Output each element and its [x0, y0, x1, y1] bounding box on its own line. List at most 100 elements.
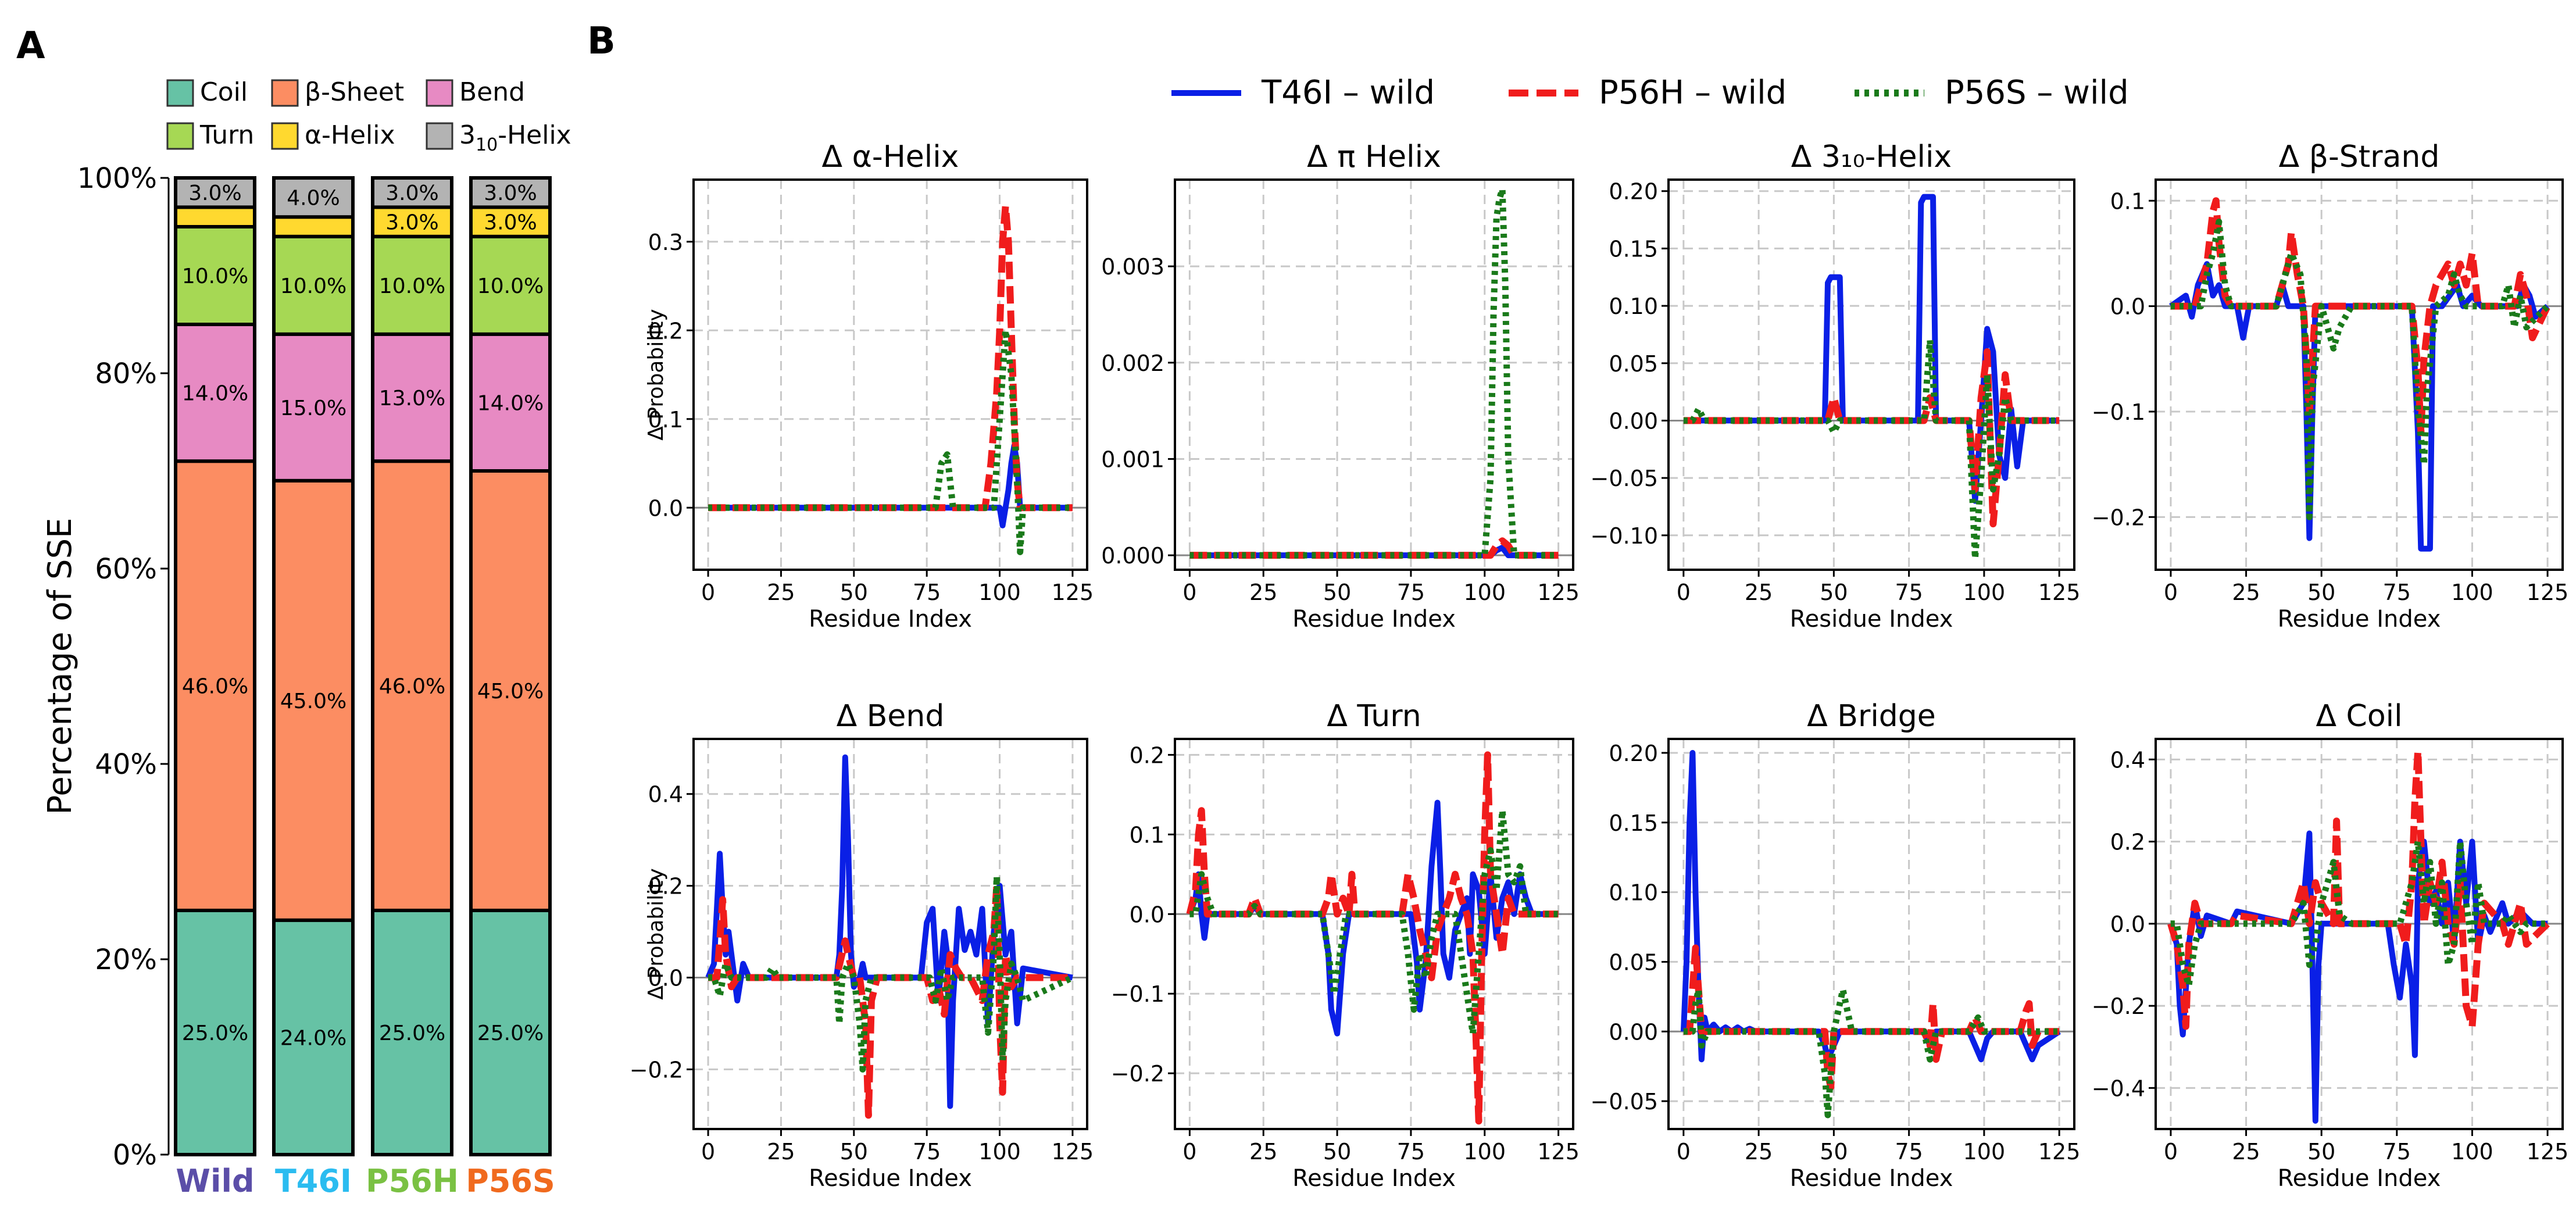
- line-plot-5: 0 25 50 75 100 125 −0.2 0.0 0.2 0.4 Δ Bend Residue …: [630, 699, 1094, 1192]
- series-group: [1683, 194, 2060, 562]
- y-tick-label: −0.10: [1591, 523, 1658, 549]
- bar-data-label: 14.0%: [182, 382, 248, 406]
- x-tick-label: 25: [1249, 1139, 1277, 1164]
- bar-data-label: 10.0%: [379, 274, 445, 298]
- bar-data-label: 13.0%: [379, 387, 445, 410]
- series-line-3: [2170, 838, 2548, 989]
- bar-segment-coil: [174, 909, 256, 1156]
- bar-data-label: 45.0%: [280, 690, 346, 713]
- plot-frame: [2155, 738, 2564, 1130]
- x-tick-label: 125: [2038, 1139, 2081, 1164]
- legend-label-p56s: P56S – wild: [1945, 74, 2129, 112]
- bar-segment-sheet: [371, 459, 453, 912]
- y-tick-label: 0.2: [648, 874, 683, 899]
- x-axis-label: Residue Index: [2278, 1165, 2441, 1192]
- bar-segment-helix310: [371, 176, 453, 209]
- bar-segment-sheet: [174, 459, 256, 912]
- plot-title: Δ Bend: [837, 699, 945, 734]
- y-tick-label: 0.20: [1609, 741, 1658, 766]
- x-tick-label: 125: [2038, 580, 2081, 605]
- bar-data-label: 3.0%: [385, 211, 438, 235]
- y-tick-label: 0.15: [1609, 810, 1658, 836]
- y-tick-label: −0.4: [2092, 1076, 2145, 1101]
- x-category-label: P56S: [466, 1163, 555, 1199]
- x-tick-label: 100: [1464, 1139, 1506, 1164]
- line-plot-2: 0 25 50 75 100 125 0.000 0.001 0.002 0.003 Δ π Hel…: [1101, 140, 1580, 633]
- y-axis-label: Percentage of SSE: [41, 517, 79, 815]
- y-tick-label: 0.3: [648, 230, 683, 255]
- x-tick-label: 25: [767, 1139, 795, 1164]
- bar-data-label: 3.0%: [385, 181, 438, 205]
- y-axis-label: Δ Probability: [644, 309, 668, 440]
- bar-data-label: 3.0%: [484, 181, 537, 205]
- x-tick-label: 100: [2451, 580, 2493, 605]
- x-tick-label: 0: [1182, 580, 1196, 605]
- bar-segment-bend: [174, 323, 256, 463]
- bar-data-label: 46.0%: [379, 675, 445, 699]
- plot-frame: [1174, 178, 1574, 571]
- y-tick-label: 0.4: [2110, 747, 2145, 773]
- legend-swatch-turn: [166, 122, 194, 150]
- y-tick-label: −0.2: [1111, 1061, 1164, 1087]
- x-tick-label: 0: [2164, 580, 2178, 605]
- y-tick-label: −0.05: [1591, 1089, 1658, 1114]
- bar-segment-coil: [371, 909, 453, 1156]
- y-axis-label: Δ Probability: [644, 868, 668, 999]
- y-tick-label: 0.10: [1609, 294, 1658, 319]
- plot-title: Δ β-Strand: [2279, 140, 2440, 174]
- x-category-label: T46I: [275, 1163, 352, 1199]
- x-tick-label: 50: [2307, 1139, 2335, 1164]
- series-line-2: [708, 882, 1073, 1119]
- bar-segment-helix310: [469, 176, 552, 209]
- bar-segment-sheet: [469, 469, 552, 912]
- x-tick-label: 0: [1182, 1139, 1196, 1164]
- x-tick-label: 75: [913, 1139, 941, 1164]
- series-group: [1189, 186, 1559, 559]
- y-tick-label: −0.2: [630, 1057, 683, 1083]
- stacked-bar-chart: 0% 20% 40% 60% 80% 100% Percentage of SSE 25.0%…: [41, 162, 555, 1199]
- line-plot-4: 0 25 50 75 100 125 −0.2 −0.1 0.0 0.1 Δ β-Strand Res…: [2092, 140, 2569, 633]
- x-tick-label: 0: [701, 580, 715, 605]
- legend-label-coil: Coil: [200, 77, 248, 107]
- legend-label-sheet: β-Sheet: [305, 77, 404, 107]
- y-tick-label: 0.00: [1609, 408, 1658, 434]
- legend-label-310helix-base: 3: [459, 120, 476, 150]
- bar-data-label: 3.0%: [188, 181, 241, 205]
- x-tick-label: 100: [978, 580, 1021, 605]
- bar-data-label: 15.0%: [280, 396, 346, 420]
- bar-data-label: 25.0%: [182, 1021, 248, 1045]
- x-axis-label: Residue Index: [2278, 606, 2441, 633]
- y-tick-label: 0.0: [2110, 294, 2145, 320]
- x-tick-label: 125: [2527, 1139, 2569, 1164]
- y-tick-label: 40%: [95, 748, 157, 781]
- y-tick-label: −0.1: [2092, 399, 2145, 425]
- y-tick-label: 0.000: [1101, 543, 1164, 569]
- y-tick-label: 60%: [95, 553, 157, 585]
- x-tick-label: 125: [1537, 580, 1580, 605]
- series-line-2: [2167, 748, 2550, 1030]
- y-tick-label: 0.2: [648, 318, 683, 344]
- panel-label-b: B: [587, 20, 616, 63]
- y-tick-label: 0.4: [648, 782, 683, 808]
- x-tick-label: 75: [913, 580, 941, 605]
- series-line-3: [708, 873, 1074, 1073]
- series-line-3: [1683, 337, 2060, 562]
- line-plot-1: 0 25 50 75 100 125 0.0 0.1 0.2 0.3 Δ α-Helix Residu…: [644, 140, 1094, 633]
- y-tick-label: 0.0: [1130, 902, 1164, 927]
- plot-title: Δ π Helix: [1307, 140, 1441, 174]
- bar-segment-helix310: [174, 176, 256, 209]
- x-tick-label: 75: [2383, 1139, 2411, 1164]
- y-tick-label: 0.05: [1609, 351, 1658, 377]
- x-tick-label: 100: [978, 1139, 1021, 1164]
- panel-label-a: A: [16, 24, 45, 67]
- series-line-2: [1683, 348, 2060, 528]
- y-tick-label: 0.2: [2110, 830, 2145, 855]
- x-tick-label: 100: [2451, 1139, 2493, 1164]
- x-tick-label: 25: [1745, 580, 1773, 605]
- bar-data-label: 10.0%: [280, 274, 346, 298]
- x-tick-label: 0: [1677, 580, 1691, 605]
- plot-title: Δ 3₁₀-Helix: [1791, 140, 1952, 174]
- x-tick-label: 50: [1323, 1139, 1351, 1164]
- bar-segment-coil: [272, 918, 355, 1157]
